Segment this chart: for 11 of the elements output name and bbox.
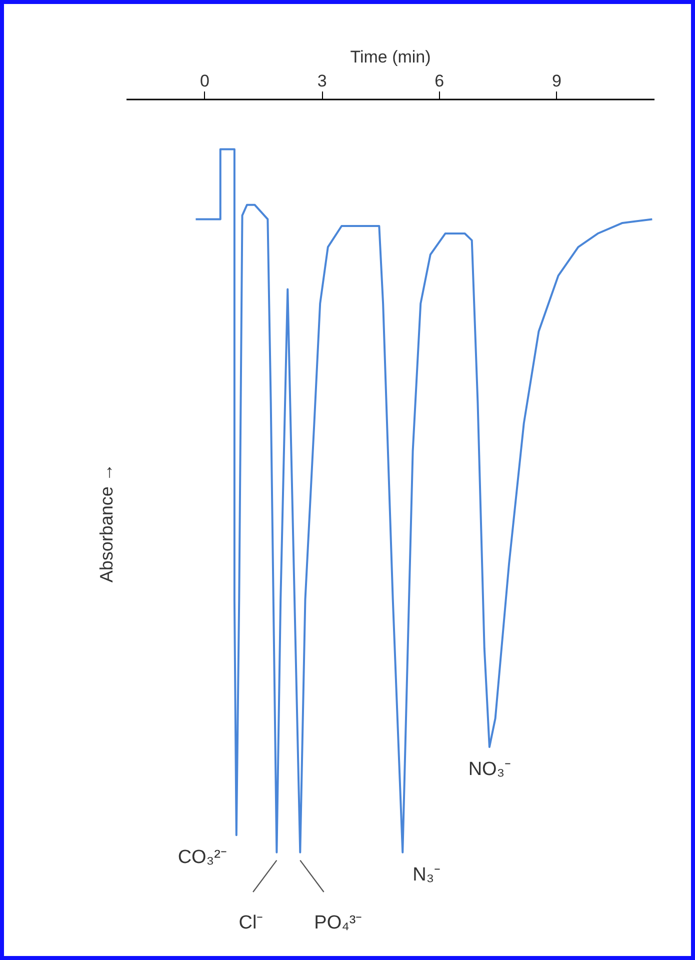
- annotation: PO₄³⁻: [314, 912, 362, 934]
- annotation: NO₃⁻: [468, 758, 511, 780]
- annotation: Cl⁻: [238, 912, 263, 934]
- x-axis-title: Time (min): [350, 48, 431, 66]
- annotation: CO₃²⁻: [178, 847, 226, 868]
- x-tick-label: 6: [434, 72, 444, 90]
- x-tick-label: 0: [200, 72, 210, 90]
- annotation: N₃⁻: [412, 864, 440, 886]
- x-tick-label: 9: [552, 72, 562, 90]
- y-axis-title: Absorbance →: [96, 463, 116, 583]
- x-tick-label: 3: [317, 72, 327, 90]
